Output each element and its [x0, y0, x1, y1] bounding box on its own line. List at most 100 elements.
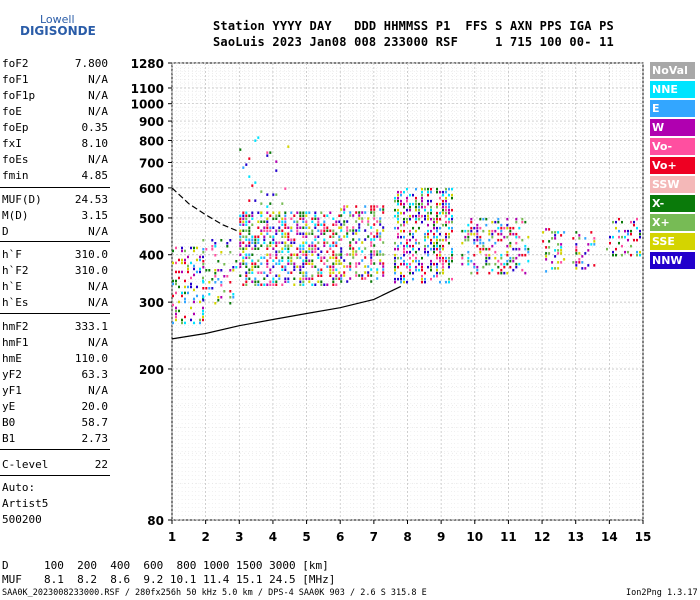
echo-point	[245, 253, 248, 256]
echo-point	[242, 259, 245, 262]
echo-point	[512, 226, 515, 230]
echo-point	[382, 241, 385, 244]
echo-point	[482, 244, 485, 248]
echo-point	[320, 274, 323, 277]
echo-point	[293, 253, 296, 256]
echo-point	[248, 238, 251, 241]
echo-point	[352, 247, 355, 250]
echo-point	[329, 211, 332, 214]
echo-point	[257, 280, 260, 283]
echo-point	[293, 238, 296, 241]
echo-point	[263, 229, 266, 232]
x-tick-label: 6	[336, 530, 344, 544]
echo-point	[415, 265, 417, 269]
echo-point	[433, 247, 435, 251]
echo-point	[394, 226, 396, 230]
echo-point	[220, 239, 223, 242]
echo-point	[473, 265, 476, 269]
echo-point	[376, 229, 379, 232]
echo-point	[229, 302, 232, 305]
echo-point	[305, 214, 308, 217]
echo-point	[448, 208, 450, 212]
echo-point	[263, 235, 266, 238]
echo-point	[296, 223, 299, 226]
echo-point	[467, 238, 470, 242]
echo-point	[175, 312, 177, 316]
echo-point	[314, 283, 317, 286]
echo-point	[308, 247, 311, 250]
echo-point	[245, 229, 248, 232]
echo-point	[314, 217, 317, 220]
echo-point	[311, 241, 314, 244]
echo-point	[557, 249, 560, 252]
param-key: h`Es	[2, 296, 29, 309]
echo-point	[257, 283, 260, 286]
echo-point	[542, 240, 545, 243]
profile-curve	[171, 285, 402, 340]
echo-point	[485, 262, 488, 266]
echo-point	[340, 250, 343, 253]
param-value: N/A	[88, 89, 108, 102]
echo-point	[521, 217, 524, 221]
echo-point	[251, 214, 254, 217]
param-row: foF1p N/A	[2, 89, 108, 105]
echo-point	[439, 196, 441, 200]
echo-point	[373, 244, 376, 247]
echo-point	[424, 235, 426, 239]
param-row: B1 2.73	[2, 432, 108, 448]
echo-point	[290, 229, 293, 232]
echo-point	[403, 244, 405, 248]
echo-point	[403, 250, 405, 254]
echo-point	[624, 229, 626, 233]
param-separator	[0, 241, 110, 242]
echo-point	[470, 259, 473, 263]
y-tick-label: 1000	[131, 98, 164, 112]
echo-point	[263, 241, 266, 244]
echo-point	[470, 232, 473, 236]
echo-point	[418, 268, 420, 272]
echo-point	[370, 250, 373, 253]
echo-point	[332, 229, 335, 232]
echo-point	[427, 253, 429, 257]
echo-point	[506, 226, 509, 230]
echo-point	[290, 262, 293, 265]
echo-point	[473, 226, 476, 230]
echo-point	[181, 318, 183, 322]
echo-point	[370, 253, 373, 256]
echo-point	[548, 228, 551, 231]
echo-point	[403, 247, 405, 251]
echo-point	[618, 235, 620, 239]
echo-point	[175, 315, 177, 319]
echo-point	[409, 265, 411, 269]
echo-point	[178, 309, 180, 313]
echo-point	[323, 283, 326, 286]
echo-point	[554, 267, 557, 270]
echo-point	[311, 220, 314, 223]
param-key: B0	[2, 416, 16, 429]
legend-item: X-	[650, 195, 695, 212]
echo-point	[412, 253, 414, 257]
footer-file-info: SAA0K_2023008233000.RSF / 280fx256h 50 k…	[2, 588, 427, 598]
echo-point	[311, 250, 314, 253]
echo-point	[464, 229, 467, 233]
echo-point	[361, 241, 364, 244]
echo-point	[299, 268, 302, 271]
echo-point	[433, 223, 435, 227]
echo-point	[211, 287, 214, 290]
echo-point	[326, 229, 329, 232]
echo-point	[260, 229, 263, 232]
echo-point	[202, 294, 204, 298]
param-key: h`F2	[2, 264, 29, 277]
echo-point	[275, 214, 278, 217]
echo-point	[464, 235, 467, 239]
echo-point	[305, 271, 308, 274]
echo-point	[575, 249, 578, 252]
echo-point	[287, 277, 290, 280]
echo-point	[266, 211, 269, 214]
echo-point	[323, 262, 326, 265]
echo-point	[424, 238, 426, 242]
echo-point	[376, 220, 379, 223]
echo-point	[406, 262, 408, 266]
param-row: hmE 110.0	[2, 352, 108, 368]
echo-point	[187, 270, 189, 274]
